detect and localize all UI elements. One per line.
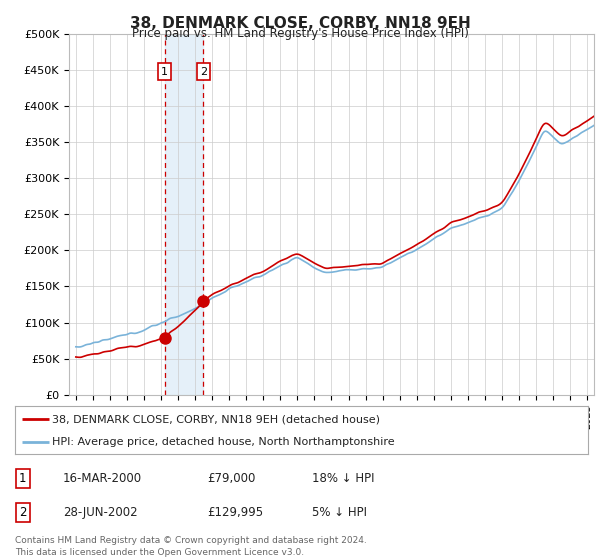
Text: 1: 1	[161, 67, 168, 77]
Text: 38, DENMARK CLOSE, CORBY, NN18 9EH: 38, DENMARK CLOSE, CORBY, NN18 9EH	[130, 16, 470, 31]
Text: 38, DENMARK CLOSE, CORBY, NN18 9EH (detached house): 38, DENMARK CLOSE, CORBY, NN18 9EH (deta…	[52, 414, 380, 424]
Text: 28-JUN-2002: 28-JUN-2002	[63, 506, 137, 519]
Text: £129,995: £129,995	[207, 506, 263, 519]
Bar	[164, 34, 203, 395]
Text: HPI: Average price, detached house, North Northamptonshire: HPI: Average price, detached house, Nort…	[52, 437, 395, 447]
Text: 2: 2	[19, 506, 26, 519]
Text: 16-MAR-2000: 16-MAR-2000	[63, 472, 142, 486]
Text: 2: 2	[200, 67, 207, 77]
Text: 5% ↓ HPI: 5% ↓ HPI	[312, 506, 367, 519]
Text: Contains HM Land Registry data © Crown copyright and database right 2024.
This d: Contains HM Land Registry data © Crown c…	[15, 536, 367, 557]
Text: £79,000: £79,000	[207, 472, 256, 486]
Text: Price paid vs. HM Land Registry's House Price Index (HPI): Price paid vs. HM Land Registry's House …	[131, 27, 469, 40]
Text: 1: 1	[19, 472, 26, 486]
Text: 18% ↓ HPI: 18% ↓ HPI	[312, 472, 374, 486]
